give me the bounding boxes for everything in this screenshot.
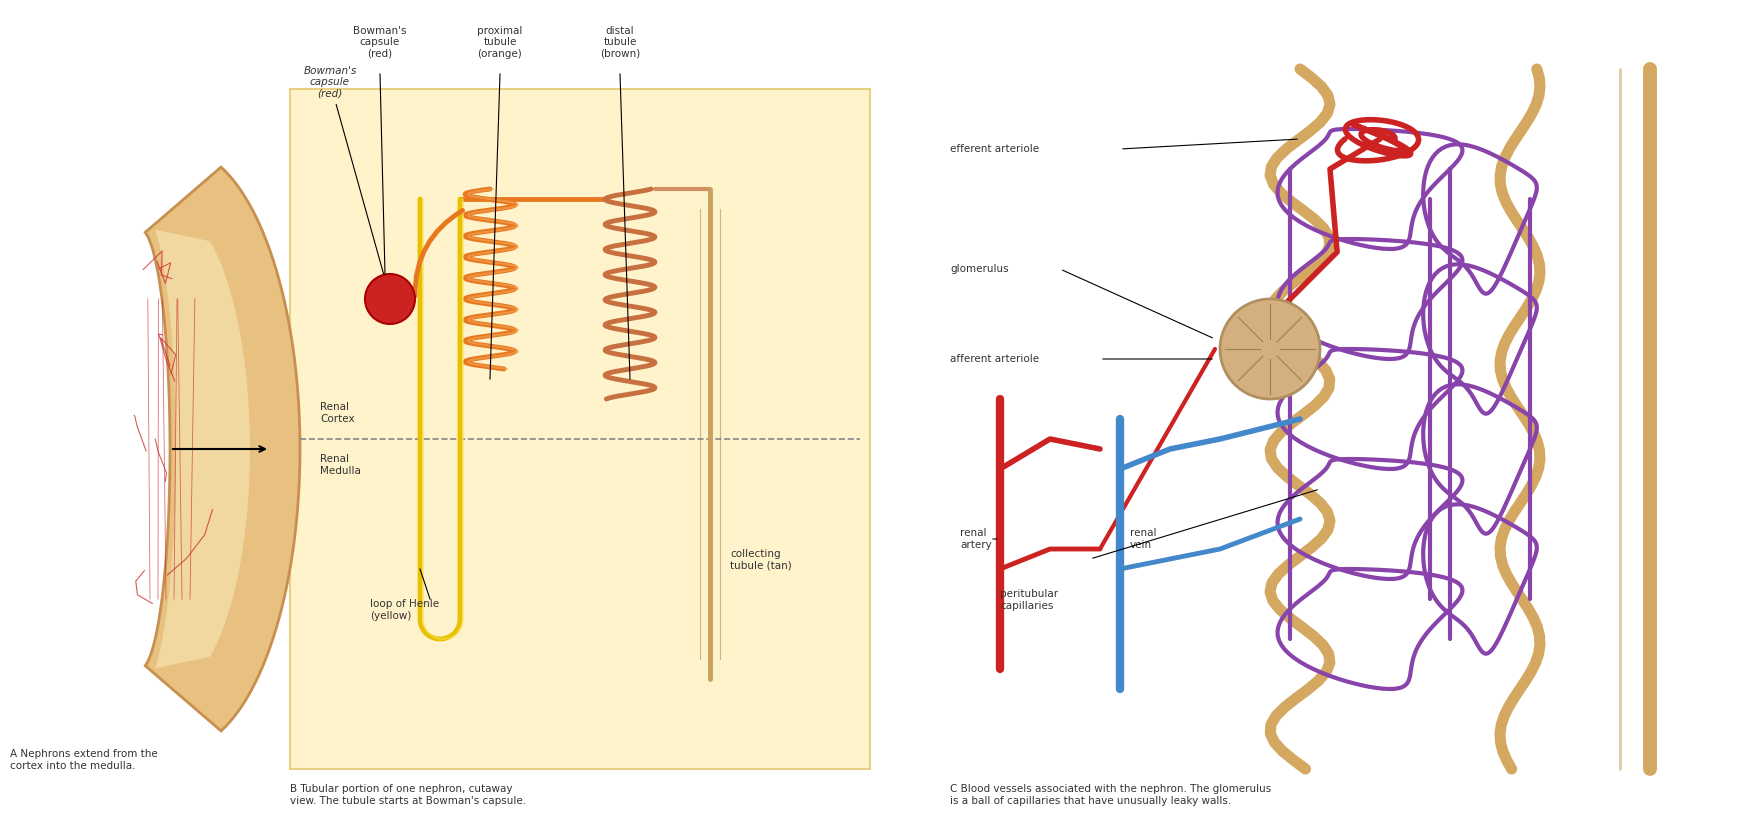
FancyBboxPatch shape: [290, 89, 870, 769]
Text: Renal
Cortex: Renal Cortex: [319, 402, 354, 424]
Text: loop of Henle
(yellow): loop of Henle (yellow): [370, 599, 439, 621]
Text: efferent arteriole: efferent arteriole: [950, 144, 1039, 154]
Text: peritubular
capillaries: peritubular capillaries: [999, 589, 1059, 611]
Polygon shape: [155, 229, 249, 668]
Text: afferent arteriole: afferent arteriole: [950, 354, 1039, 364]
Text: C Blood vessels associated with the nephron. The glomerulus
is a ball of capilla: C Blood vessels associated with the neph…: [950, 784, 1271, 806]
Text: A Nephrons extend from the
cortex into the medulla.: A Nephrons extend from the cortex into t…: [10, 749, 157, 771]
Text: Bowman's
capsule
(red): Bowman's capsule (red): [303, 66, 384, 276]
Text: renal
vein: renal vein: [1130, 528, 1156, 550]
Circle shape: [364, 274, 415, 324]
Circle shape: [1221, 299, 1320, 399]
Text: renal
artery: renal artery: [959, 528, 992, 550]
Text: Renal
Medulla: Renal Medulla: [319, 454, 361, 476]
Text: distal
tubule
(brown): distal tubule (brown): [600, 26, 640, 59]
Text: Bowman's
capsule
(red): Bowman's capsule (red): [354, 26, 406, 59]
Text: glomerulus: glomerulus: [950, 264, 1008, 274]
Text: collecting
tubule (tan): collecting tubule (tan): [731, 549, 792, 571]
Text: B Tubular portion of one nephron, cutaway
view. The tubule starts at Bowman's ca: B Tubular portion of one nephron, cutawa…: [290, 784, 527, 806]
Polygon shape: [145, 167, 300, 731]
Text: proximal
tubule
(orange): proximal tubule (orange): [478, 26, 523, 59]
